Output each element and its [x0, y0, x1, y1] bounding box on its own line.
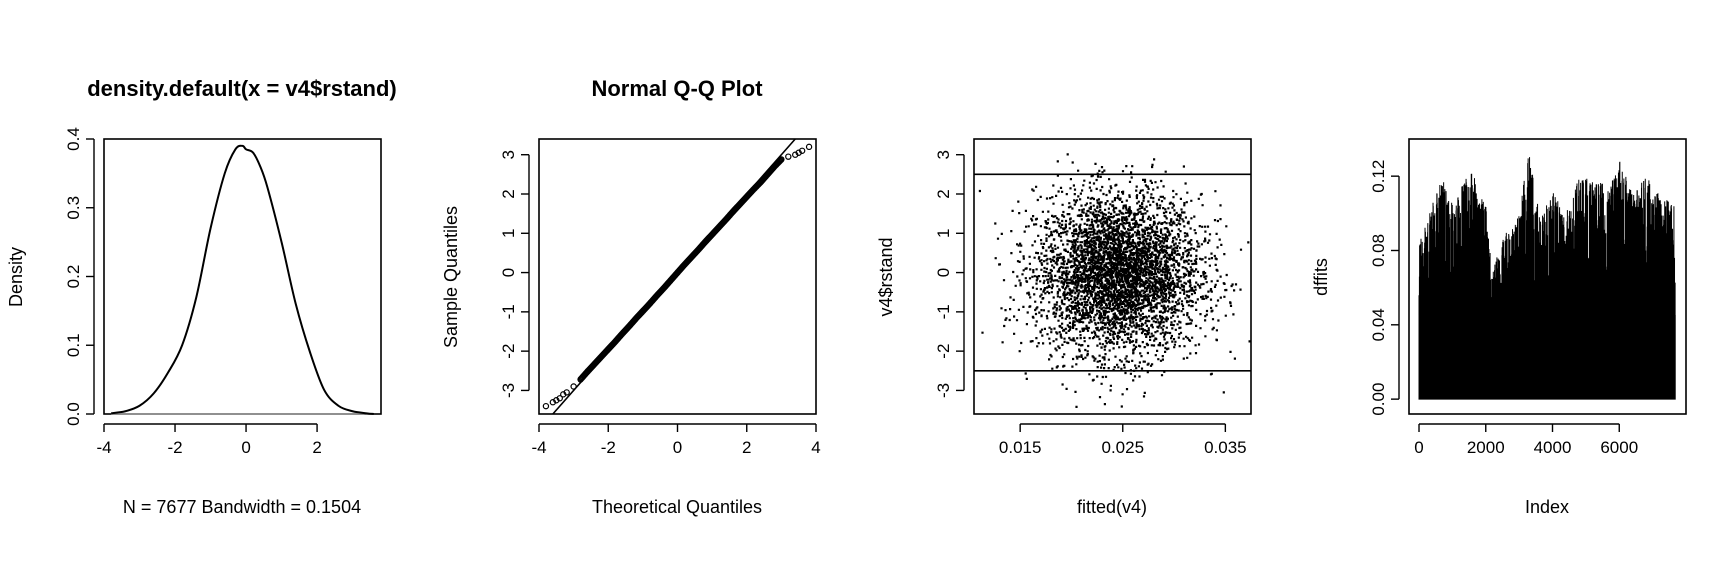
qq-plot-frame: [538, 138, 817, 415]
residual-y-label: v4$rstand: [876, 237, 896, 316]
residual-point-cloud: [978, 153, 1251, 408]
x-tick-label: 0: [673, 438, 682, 457]
x-tick-label: 4000: [1534, 438, 1572, 457]
y-tick-label: -2: [499, 344, 518, 359]
y-tick-label: 0.0: [64, 402, 83, 426]
qq-x-label: Theoretical Quantiles: [592, 497, 762, 517]
qq-point: [785, 153, 792, 160]
y-tick-label: 2: [934, 189, 953, 198]
y-tick-label: 0.04: [1369, 308, 1388, 341]
x-tick-label: -2: [167, 438, 182, 457]
y-tick-label: 3: [499, 150, 518, 159]
y-tick-label: 3: [934, 150, 953, 159]
qq-point: [542, 402, 550, 410]
residual-panel: 0.015 0.025 0.035 -3 -2 -1 0 1 2 3 fitted(v4) v4…: [876, 138, 1252, 517]
qq-y-label: Sample Quantiles: [441, 206, 461, 348]
x-tick-label: 2000: [1467, 438, 1505, 457]
density-x-axis: -4 -2 0 2: [96, 423, 322, 457]
qq-x-axis: -4 -2 0 2 4: [531, 423, 821, 457]
qq-panel: Normal Q-Q Plot -4 -2 0 2 4 -3 -2 -1 0 1 2 3 Theor…: [441, 76, 821, 517]
x-tick-label: 0.035: [1204, 438, 1247, 457]
dffits-x-label: Index: [1525, 497, 1569, 517]
x-tick-label: 0.015: [999, 438, 1042, 457]
y-tick-label: -3: [934, 383, 953, 398]
y-tick-label: -1: [499, 304, 518, 319]
dffits-x-axis: 0 2000 4000 6000: [1414, 423, 1638, 457]
residual-x-axis: 0.015 0.025 0.035: [999, 423, 1247, 457]
qq-points: [542, 143, 813, 410]
y-tick-label: -3: [499, 383, 518, 398]
y-tick-label: 0.1: [64, 333, 83, 357]
x-tick-label: -4: [531, 438, 546, 457]
qq-point: [556, 395, 563, 402]
dffits-bars: [1418, 157, 1676, 400]
density-x-label: N = 7677 Bandwidth = 0.1504: [123, 497, 361, 517]
qq-title: Normal Q-Q Plot: [591, 76, 763, 101]
residual-plot-frame: [973, 138, 1252, 415]
y-tick-label: 0: [934, 268, 953, 277]
x-tick-label: 2: [742, 438, 751, 457]
density-panel: density.default(x = v4$rstand) -4 -2 0 2 0.…: [6, 76, 397, 517]
y-tick-label: 1: [499, 229, 518, 238]
residual-threshold-lines: [974, 173, 1251, 372]
qq-y-axis: -3 -2 -1 0 1 2 3: [499, 150, 530, 398]
residual-points: [978, 153, 1251, 408]
y-tick-label: -2: [934, 344, 953, 359]
density-plot-frame: [103, 138, 382, 415]
qq-point: [776, 157, 784, 165]
y-tick-label: 0.08: [1369, 234, 1388, 267]
x-tick-label: 2: [312, 438, 321, 457]
x-tick-label: 6000: [1600, 438, 1638, 457]
y-tick-label: 0.4: [64, 127, 83, 151]
y-tick-label: 0.00: [1369, 383, 1388, 416]
density-y-axis: 0.0 0.1 0.2 0.3 0.4: [64, 127, 95, 426]
residual-x-label: fitted(v4): [1077, 497, 1147, 517]
y-tick-label: 2: [499, 189, 518, 198]
qq-point: [777, 156, 784, 164]
y-tick-label: 0.12: [1369, 160, 1388, 193]
x-tick-label: -2: [601, 438, 616, 457]
x-tick-label: 0: [1414, 438, 1423, 457]
x-tick-label: 4: [811, 438, 820, 457]
dffits-y-axis: 0.00 0.04 0.08 0.12: [1369, 160, 1400, 416]
qq-point: [778, 156, 785, 163]
x-tick-label: -4: [96, 438, 111, 457]
qq-reference-line: [552, 138, 796, 415]
x-tick-label: 0: [241, 438, 250, 457]
qq-point: [798, 147, 806, 154]
y-tick-label: 0.2: [64, 265, 83, 289]
dffits-plot-frame: [1408, 138, 1687, 415]
y-tick-label: 1: [934, 229, 953, 238]
y-tick-label: 0.3: [64, 196, 83, 220]
density-y-label: Density: [6, 247, 26, 307]
residual-y-axis: -3 -2 -1 0 1 2 3: [934, 150, 965, 398]
y-tick-label: -1: [934, 304, 953, 319]
qq-point: [563, 389, 570, 396]
density-curve: [110, 144, 374, 415]
dffits-y-label: dffits: [1311, 258, 1331, 296]
density-title: density.default(x = v4$rstand): [87, 76, 397, 101]
y-tick-label: 0: [499, 268, 518, 277]
x-tick-label: 0.025: [1101, 438, 1144, 457]
dffits-panel: 0 2000 4000 6000 0.00 0.04 0.08 0.12 Index dff…: [1311, 138, 1687, 517]
qq-point: [805, 143, 813, 151]
